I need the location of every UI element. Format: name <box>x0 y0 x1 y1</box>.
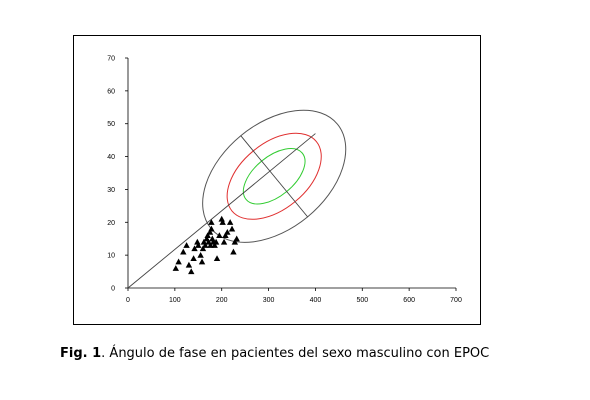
x-tick-label: 200 <box>216 297 228 304</box>
y-tick-label: 30 <box>107 187 115 194</box>
data-point <box>228 225 236 232</box>
x-tick-label: 700 <box>450 297 462 304</box>
caption-label: Fig. 1 <box>60 346 102 361</box>
data-point <box>175 258 182 265</box>
data-point <box>208 225 215 232</box>
data-point <box>208 219 215 225</box>
data-point <box>198 258 206 265</box>
data-point <box>224 228 231 235</box>
data-point <box>202 242 209 248</box>
data-point <box>219 219 226 225</box>
data-point <box>226 219 234 225</box>
data-point <box>222 232 229 239</box>
data-point <box>191 245 198 252</box>
data-point <box>190 255 197 262</box>
data-point <box>185 261 193 268</box>
data-point <box>197 251 204 258</box>
data-point <box>206 228 214 235</box>
data-point <box>188 268 195 275</box>
data-point <box>204 232 211 239</box>
y-tick-label: 40 <box>107 154 115 161</box>
data-point <box>213 255 221 262</box>
caption-text: . Ángulo de fase en pacientes del sexo m… <box>101 346 490 361</box>
x-tick-label: 600 <box>403 297 415 304</box>
data-points <box>172 215 240 275</box>
data-point <box>194 238 201 245</box>
data-point <box>216 232 223 239</box>
data-point <box>233 235 240 242</box>
reference-line <box>127 133 316 289</box>
scatter-plot: 0 100 200 300 400 500 600 700 0 10 20 30 40 50 60 70 <box>107 56 462 305</box>
ellipse-minor-axis <box>240 135 308 218</box>
data-point <box>230 248 237 255</box>
figure-caption: Fig. 1. Ángulo de fase en pacientes del … <box>60 346 489 361</box>
x-tick-label: 300 <box>263 297 275 304</box>
data-point <box>209 235 216 242</box>
y-tick-label: 10 <box>107 253 115 260</box>
reference-line-path <box>127 133 316 289</box>
figure-frame: 0 100 200 300 400 500 600 700 0 10 20 30 40 50 60 70 <box>73 35 481 325</box>
data-point <box>231 238 239 245</box>
y-tick-label: 0 <box>111 286 115 293</box>
data-point <box>180 248 187 255</box>
data-point <box>212 238 220 245</box>
axes: 0 100 200 300 400 500 600 700 0 10 20 30 40 50 60 70 <box>107 56 462 305</box>
data-point <box>172 265 179 271</box>
x-tick-label: 500 <box>356 297 368 304</box>
data-point <box>218 215 225 222</box>
y-tick-label: 60 <box>107 88 115 95</box>
x-tick-label: 100 <box>169 297 181 304</box>
data-point <box>211 242 218 248</box>
data-point <box>195 242 202 248</box>
data-point <box>220 238 228 245</box>
y-tick-label: 70 <box>107 56 115 63</box>
y-tick-label: 20 <box>107 220 115 227</box>
data-point <box>207 242 214 248</box>
x-tick-label: 0 <box>126 297 130 304</box>
data-point <box>199 245 207 252</box>
x-tick-label: 400 <box>310 297 322 304</box>
y-tick-label: 50 <box>107 121 115 128</box>
data-point <box>183 242 190 248</box>
